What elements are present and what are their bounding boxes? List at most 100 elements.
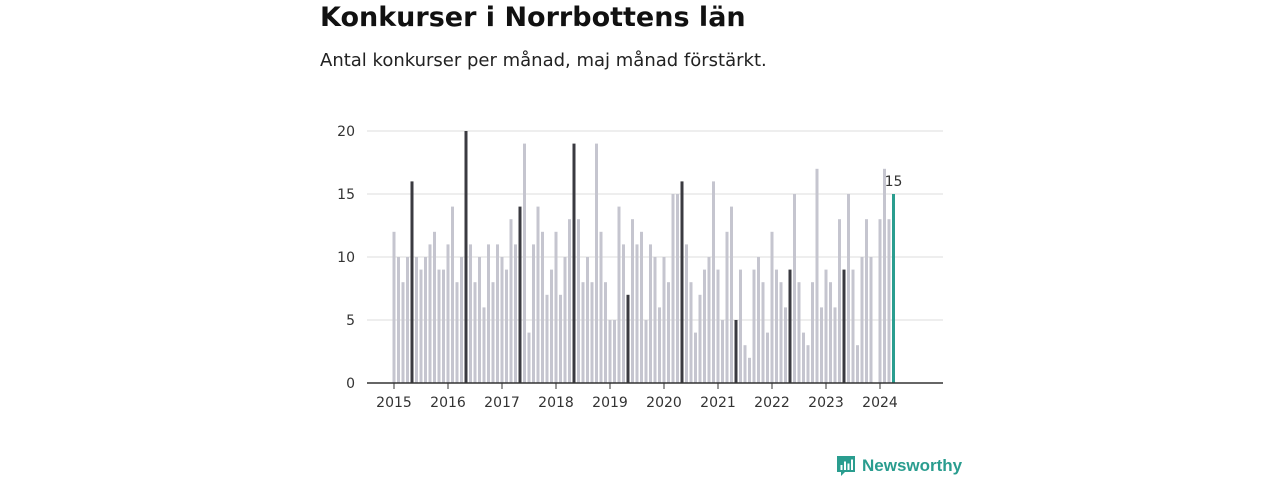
bar: [707, 257, 711, 383]
bar: [433, 231, 436, 383]
bar: [685, 244, 688, 383]
bar: [595, 143, 598, 383]
bar: [518, 206, 522, 383]
bar: [550, 269, 553, 383]
bar: [487, 244, 490, 383]
x-tick-label: 2021: [700, 395, 736, 411]
annotations: 15: [885, 174, 903, 190]
brand-name: Newsworthy: [862, 456, 963, 475]
bar: [788, 269, 792, 383]
bar: [725, 231, 729, 383]
bar: [527, 332, 531, 383]
bar: [806, 345, 810, 383]
bar: [536, 206, 540, 383]
x-tick-label: 2022: [754, 395, 790, 411]
bar: [500, 257, 504, 383]
bar: [590, 282, 594, 383]
bar: [649, 244, 652, 383]
bar: [604, 282, 607, 383]
x-tick-label: 2015: [376, 395, 412, 411]
bar: [545, 294, 549, 383]
y-axis-labels: 0 5 10 15 20: [337, 124, 355, 392]
bar: [572, 143, 576, 383]
bar: [496, 244, 499, 383]
bar: [824, 269, 828, 383]
chart-subtitle: Antal konkurser per månad, maj månad för…: [320, 50, 767, 71]
bar: [437, 269, 441, 383]
bar: [820, 307, 823, 383]
x-axis-labels: 2015 2016 2017 2018 2019 2020 2021 2022 2023 2024: [376, 395, 898, 411]
bar: [608, 320, 612, 383]
bar: [460, 257, 463, 383]
bar: [698, 294, 702, 383]
bar: [829, 282, 832, 383]
bar: [554, 231, 558, 383]
bar: [617, 206, 621, 383]
bar: [523, 143, 526, 383]
bar-chart: 0 5 10 15 20 2015 2016 2017 2018 2019 2020 2021 202…: [337, 124, 943, 411]
bar: [770, 231, 774, 383]
bar: [748, 357, 751, 383]
bar: [532, 244, 535, 383]
y-tick-label: 10: [337, 250, 355, 266]
x-tick-label: 2017: [484, 395, 520, 411]
bar: [865, 219, 868, 383]
bar: [851, 269, 855, 383]
bar: [721, 320, 724, 383]
bar: [752, 269, 756, 383]
bar: [415, 257, 418, 383]
bar: [509, 219, 513, 383]
x-tick-label: 2019: [592, 395, 628, 411]
bar: [775, 269, 778, 383]
x-tick-label: 2020: [646, 395, 682, 411]
bars: [392, 131, 895, 383]
bar: [847, 194, 850, 383]
bar: [473, 282, 477, 383]
bar: [743, 345, 747, 383]
bar: [784, 307, 787, 383]
bar: [563, 257, 567, 383]
bar: [680, 181, 684, 383]
bar: [419, 269, 423, 383]
chart-title: Konkurser i Norrbottens län: [320, 2, 746, 33]
bar: [797, 282, 801, 383]
bar: [559, 294, 562, 383]
bar: [878, 219, 882, 383]
bar: [406, 257, 409, 383]
bar: [757, 257, 760, 383]
bar: [662, 257, 666, 383]
bar: [658, 307, 661, 383]
bar: [811, 282, 814, 383]
bar: [428, 244, 432, 383]
bar: [586, 257, 589, 383]
bar: [482, 307, 486, 383]
bar: [478, 257, 481, 383]
bar: [793, 194, 796, 383]
bar: [442, 269, 445, 383]
bar: [541, 231, 544, 383]
bar: [838, 219, 841, 383]
bar: [892, 194, 895, 383]
bar: [667, 282, 670, 383]
x-tick-label: 2023: [808, 395, 844, 411]
bar: [887, 219, 891, 383]
bar: [739, 269, 742, 383]
bar: [671, 194, 675, 383]
x-axis: [367, 382, 943, 389]
bar: [410, 181, 414, 383]
bar: [712, 181, 715, 383]
bar: [613, 320, 616, 383]
x-tick-label: 2024: [862, 395, 898, 411]
bar: [581, 282, 585, 383]
bar: [635, 244, 639, 383]
last-value-label: 15: [885, 174, 903, 190]
bar: [491, 282, 495, 383]
bar: [883, 168, 886, 383]
bar: [856, 345, 859, 383]
bar: [730, 206, 733, 383]
bar: [464, 131, 468, 383]
bar: [626, 294, 630, 383]
bar: [451, 206, 454, 383]
bar: [568, 219, 571, 383]
bar: [622, 244, 625, 383]
